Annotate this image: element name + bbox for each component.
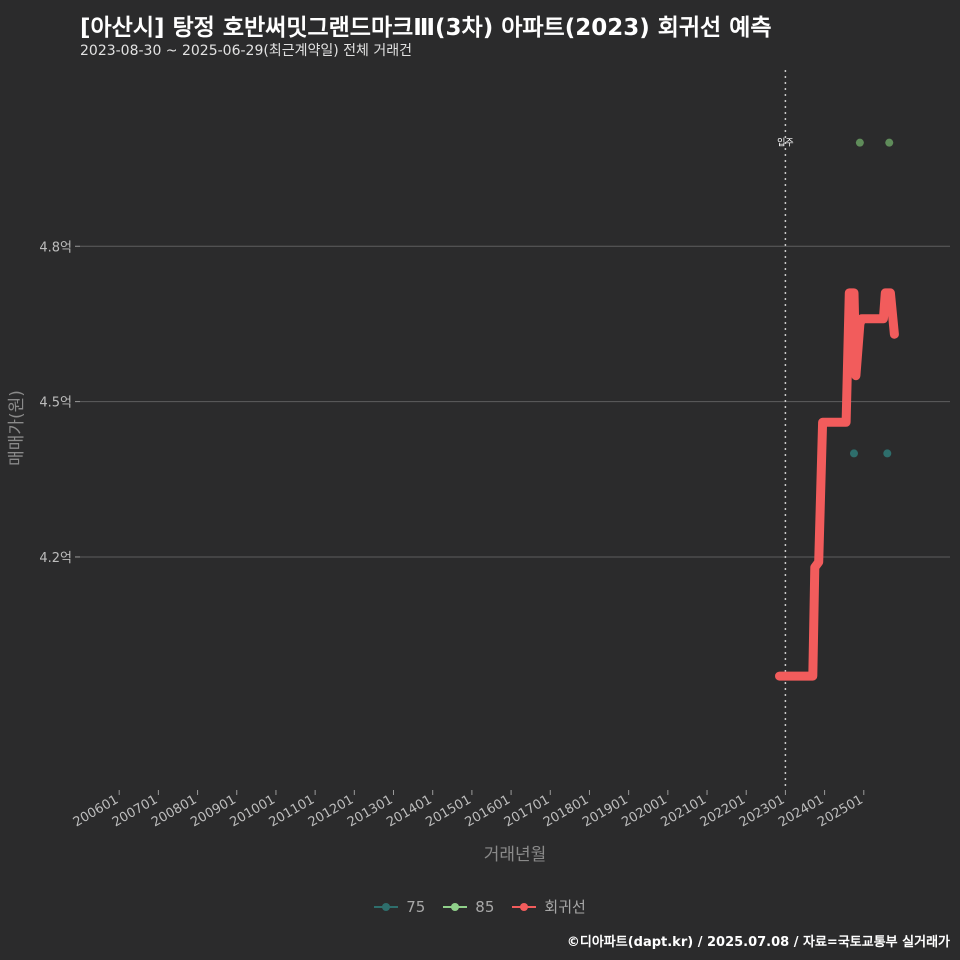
- regression-line: [775, 288, 899, 681]
- y-tick-label: 4.8억: [39, 240, 72, 255]
- legend-key-regression: [512, 901, 537, 913]
- legend-key-85: [443, 901, 468, 913]
- y-tick-label: 4.2억: [39, 551, 72, 566]
- source-caption: ©디아파트(dapt.kr) / 2025.07.08 / 자료=국토교통부 실…: [566, 935, 950, 950]
- legend-label-75: 75: [406, 897, 426, 916]
- y-axis-title: 매매가(원): [7, 390, 27, 466]
- legend-item-regression: 회귀선: [512, 896, 586, 917]
- chart-subtitle: 2023-08-30 ~ 2025-06-29(최근계약일) 전체 거래건: [80, 43, 412, 59]
- scatter-point-75: [849, 449, 858, 458]
- chart-title: [아산시] 탕정 호반써밋그랜드마크Ⅲ(3차) 아파트(2023) 회귀선 예측: [80, 15, 772, 41]
- legend: 75 85 회귀선: [0, 896, 960, 917]
- legend-item-75: 75: [374, 896, 425, 917]
- scatter-point-85: [855, 138, 864, 147]
- y-tick-label: 4.5억: [39, 396, 72, 411]
- legend-label-85: 85: [475, 897, 495, 916]
- x-tick-label: 202501: [815, 792, 865, 830]
- scatter-point-75: [883, 449, 892, 458]
- scatter-point-85: [885, 138, 894, 147]
- legend-key-75: [374, 901, 399, 913]
- legend-item-85: 85: [443, 896, 494, 917]
- x-axis-title: 거래년월: [484, 845, 547, 865]
- move-in-label: 입주: [777, 137, 794, 149]
- legend-label-regression: 회귀선: [544, 898, 586, 916]
